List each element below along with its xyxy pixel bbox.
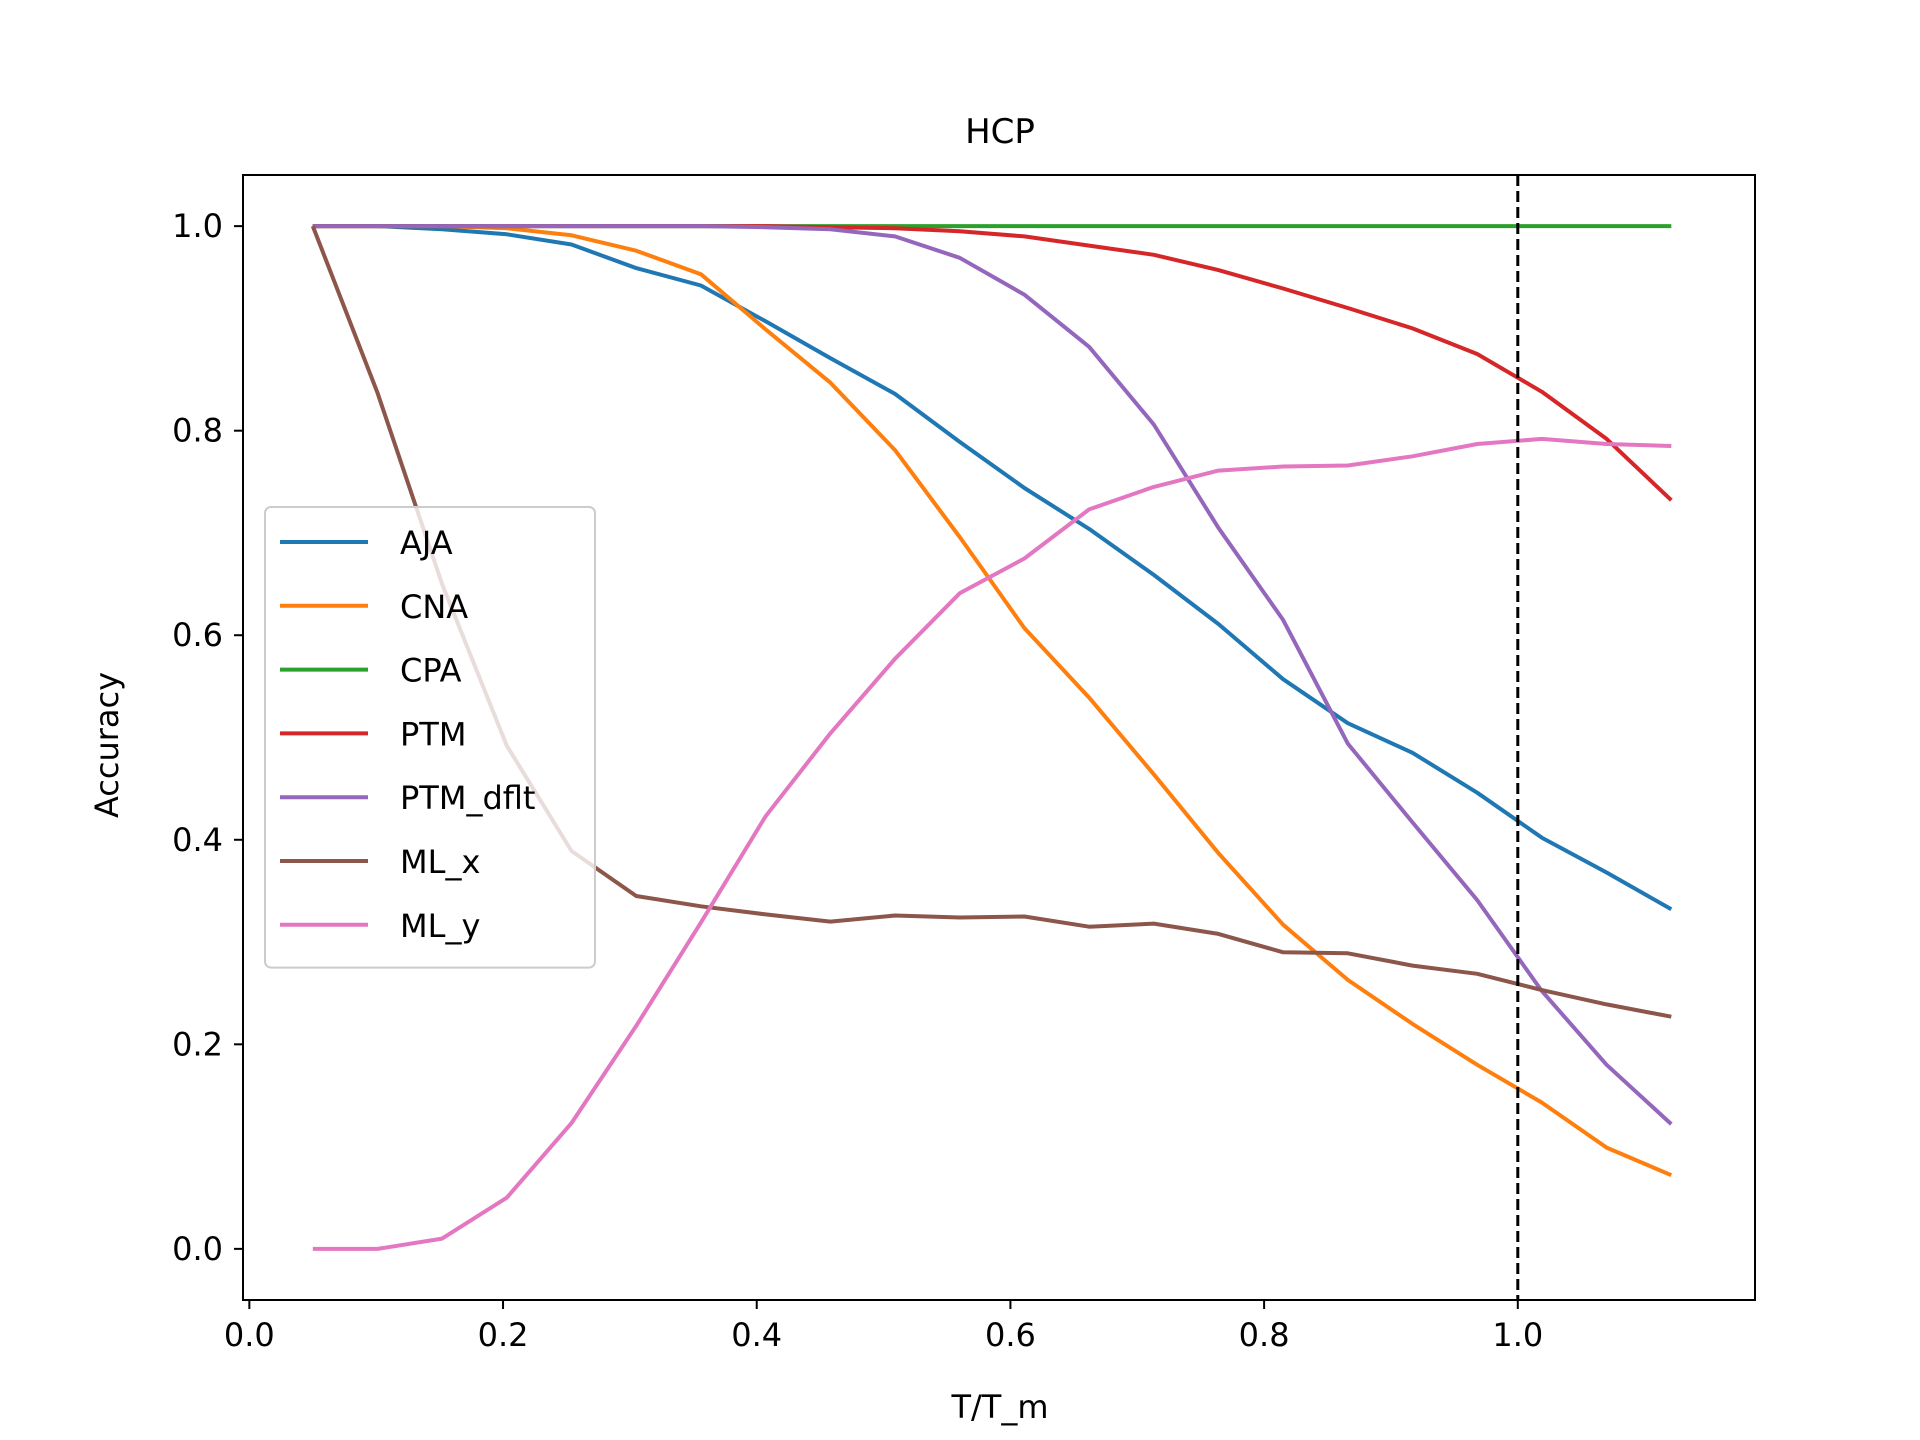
x-tick-label: 0.4	[731, 1316, 782, 1354]
legend-label-cna: CNA	[400, 588, 468, 626]
legend-label-aja: AJA	[400, 524, 453, 562]
x-tick-label: 0.8	[1239, 1316, 1290, 1354]
x-axis-label: T/T_m	[950, 1388, 1048, 1426]
y-tick-label: 0.2	[172, 1025, 223, 1063]
y-tick-label: 0.8	[172, 412, 223, 450]
x-tick-label: 0.0	[224, 1316, 275, 1354]
axis-ticks: 0.0 0.2 0.4 0.6 0.8 1.0 0.0 0.2 0.4 0.6 0.8 1.0	[172, 207, 1543, 1354]
chart-title: HCP	[965, 112, 1035, 152]
y-tick-label: 0.4	[172, 821, 223, 859]
y-tick-label: 0.0	[172, 1230, 223, 1268]
series-line-ml-y	[312, 436, 1672, 1251]
series-line-cna	[312, 224, 1673, 1178]
axes-frame	[242, 174, 1756, 1301]
series-line-aja	[312, 224, 1673, 912]
y-tick-label: 1.0	[172, 207, 223, 245]
x-tick-label: 1.0	[1492, 1316, 1543, 1354]
legend: AJA CNA CPA PTM PTM_dflt ML_x ML_y	[264, 506, 596, 969]
legend-label-ptm-dflt: PTM_dflt	[400, 779, 535, 817]
y-axis-label: Accuracy	[88, 672, 126, 818]
legend-label-ptm: PTM	[400, 715, 466, 753]
x-tick-label: 0.2	[478, 1316, 529, 1354]
plot-area	[310, 175, 1673, 1300]
legend-box	[264, 506, 596, 969]
x-tick-label: 0.6	[985, 1316, 1036, 1354]
series-line-ptm-dflt	[312, 224, 1673, 1126]
legend-label-cpa: CPA	[400, 652, 462, 690]
legend-label-ml-y: ML_y	[400, 907, 480, 945]
y-tick-label: 0.6	[172, 616, 223, 654]
legend-label-ml-x: ML_x	[400, 843, 480, 881]
